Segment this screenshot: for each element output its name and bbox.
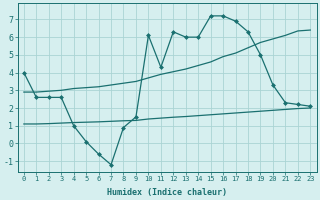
X-axis label: Humidex (Indice chaleur): Humidex (Indice chaleur) xyxy=(107,188,227,197)
